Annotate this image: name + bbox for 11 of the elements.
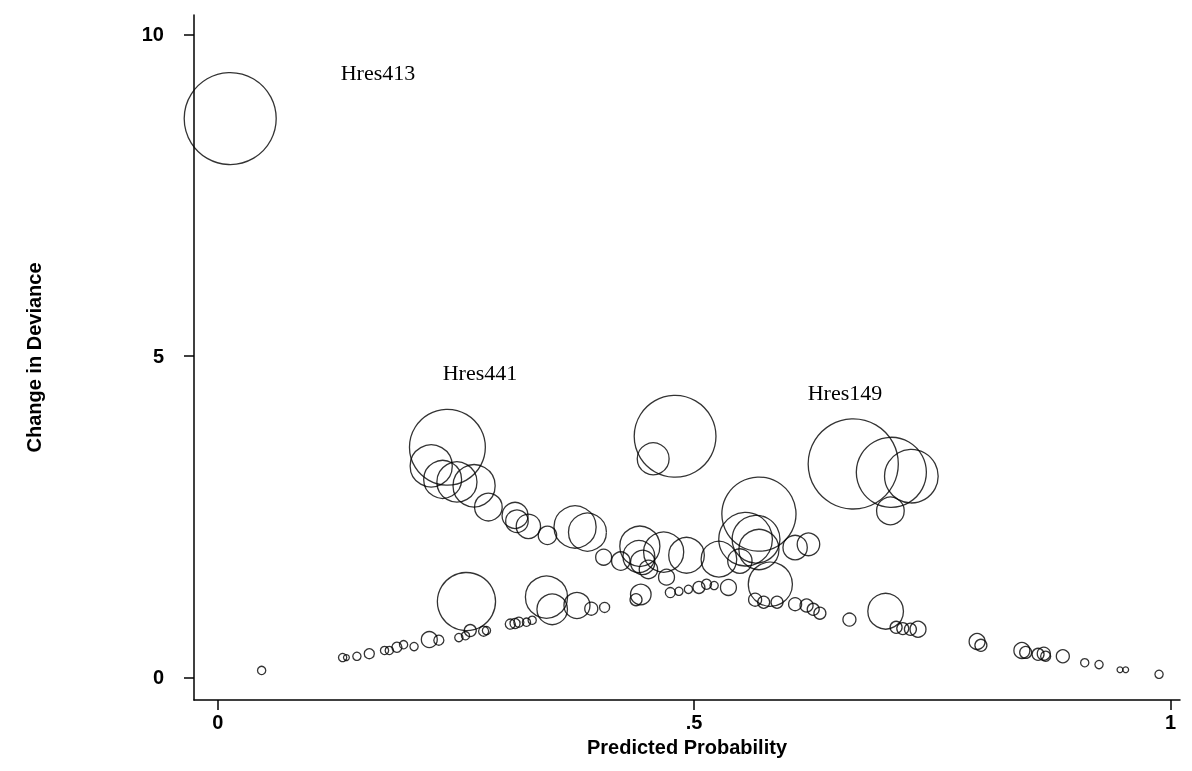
y-tick-label: 5 <box>152 344 164 367</box>
annotation: Hres441 <box>442 359 518 385</box>
annotation: Hres413 <box>340 59 416 85</box>
x-tick-label: 0 <box>212 711 224 733</box>
y-axis-title: Change in Deviance <box>23 262 45 453</box>
x-tick-label: .5 <box>685 711 703 733</box>
y-tick-label: 0 <box>152 666 164 689</box>
y-tick-label: 10 <box>141 23 164 46</box>
x-axis-title: Predicted Probability <box>586 735 788 758</box>
x-tick-label: 1 <box>1164 711 1177 733</box>
annotation: Hres149 <box>807 379 883 405</box>
